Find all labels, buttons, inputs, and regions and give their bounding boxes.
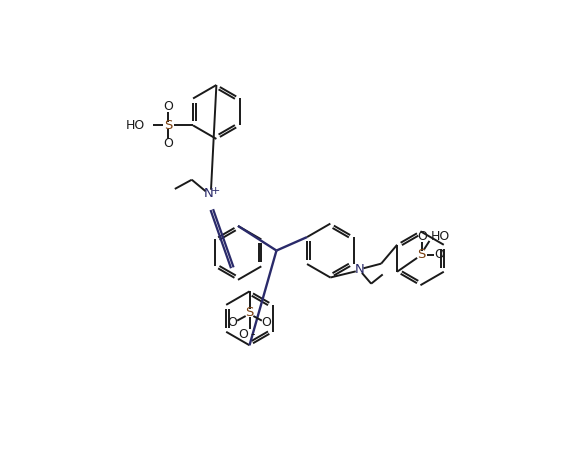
Text: S: S (418, 248, 426, 261)
Text: -: - (251, 328, 255, 341)
Text: N: N (355, 263, 364, 276)
Text: O: O (227, 316, 237, 329)
Text: +: + (211, 186, 220, 195)
Text: O: O (262, 316, 271, 329)
Text: O: O (238, 328, 248, 341)
Text: S: S (164, 119, 173, 132)
Text: N: N (204, 187, 213, 200)
Text: O: O (417, 230, 427, 243)
Text: S: S (245, 307, 253, 319)
Text: O: O (434, 248, 444, 261)
Text: HO: HO (126, 119, 146, 132)
Text: O: O (164, 138, 173, 150)
Text: HO: HO (431, 230, 450, 243)
Text: O: O (164, 100, 173, 114)
